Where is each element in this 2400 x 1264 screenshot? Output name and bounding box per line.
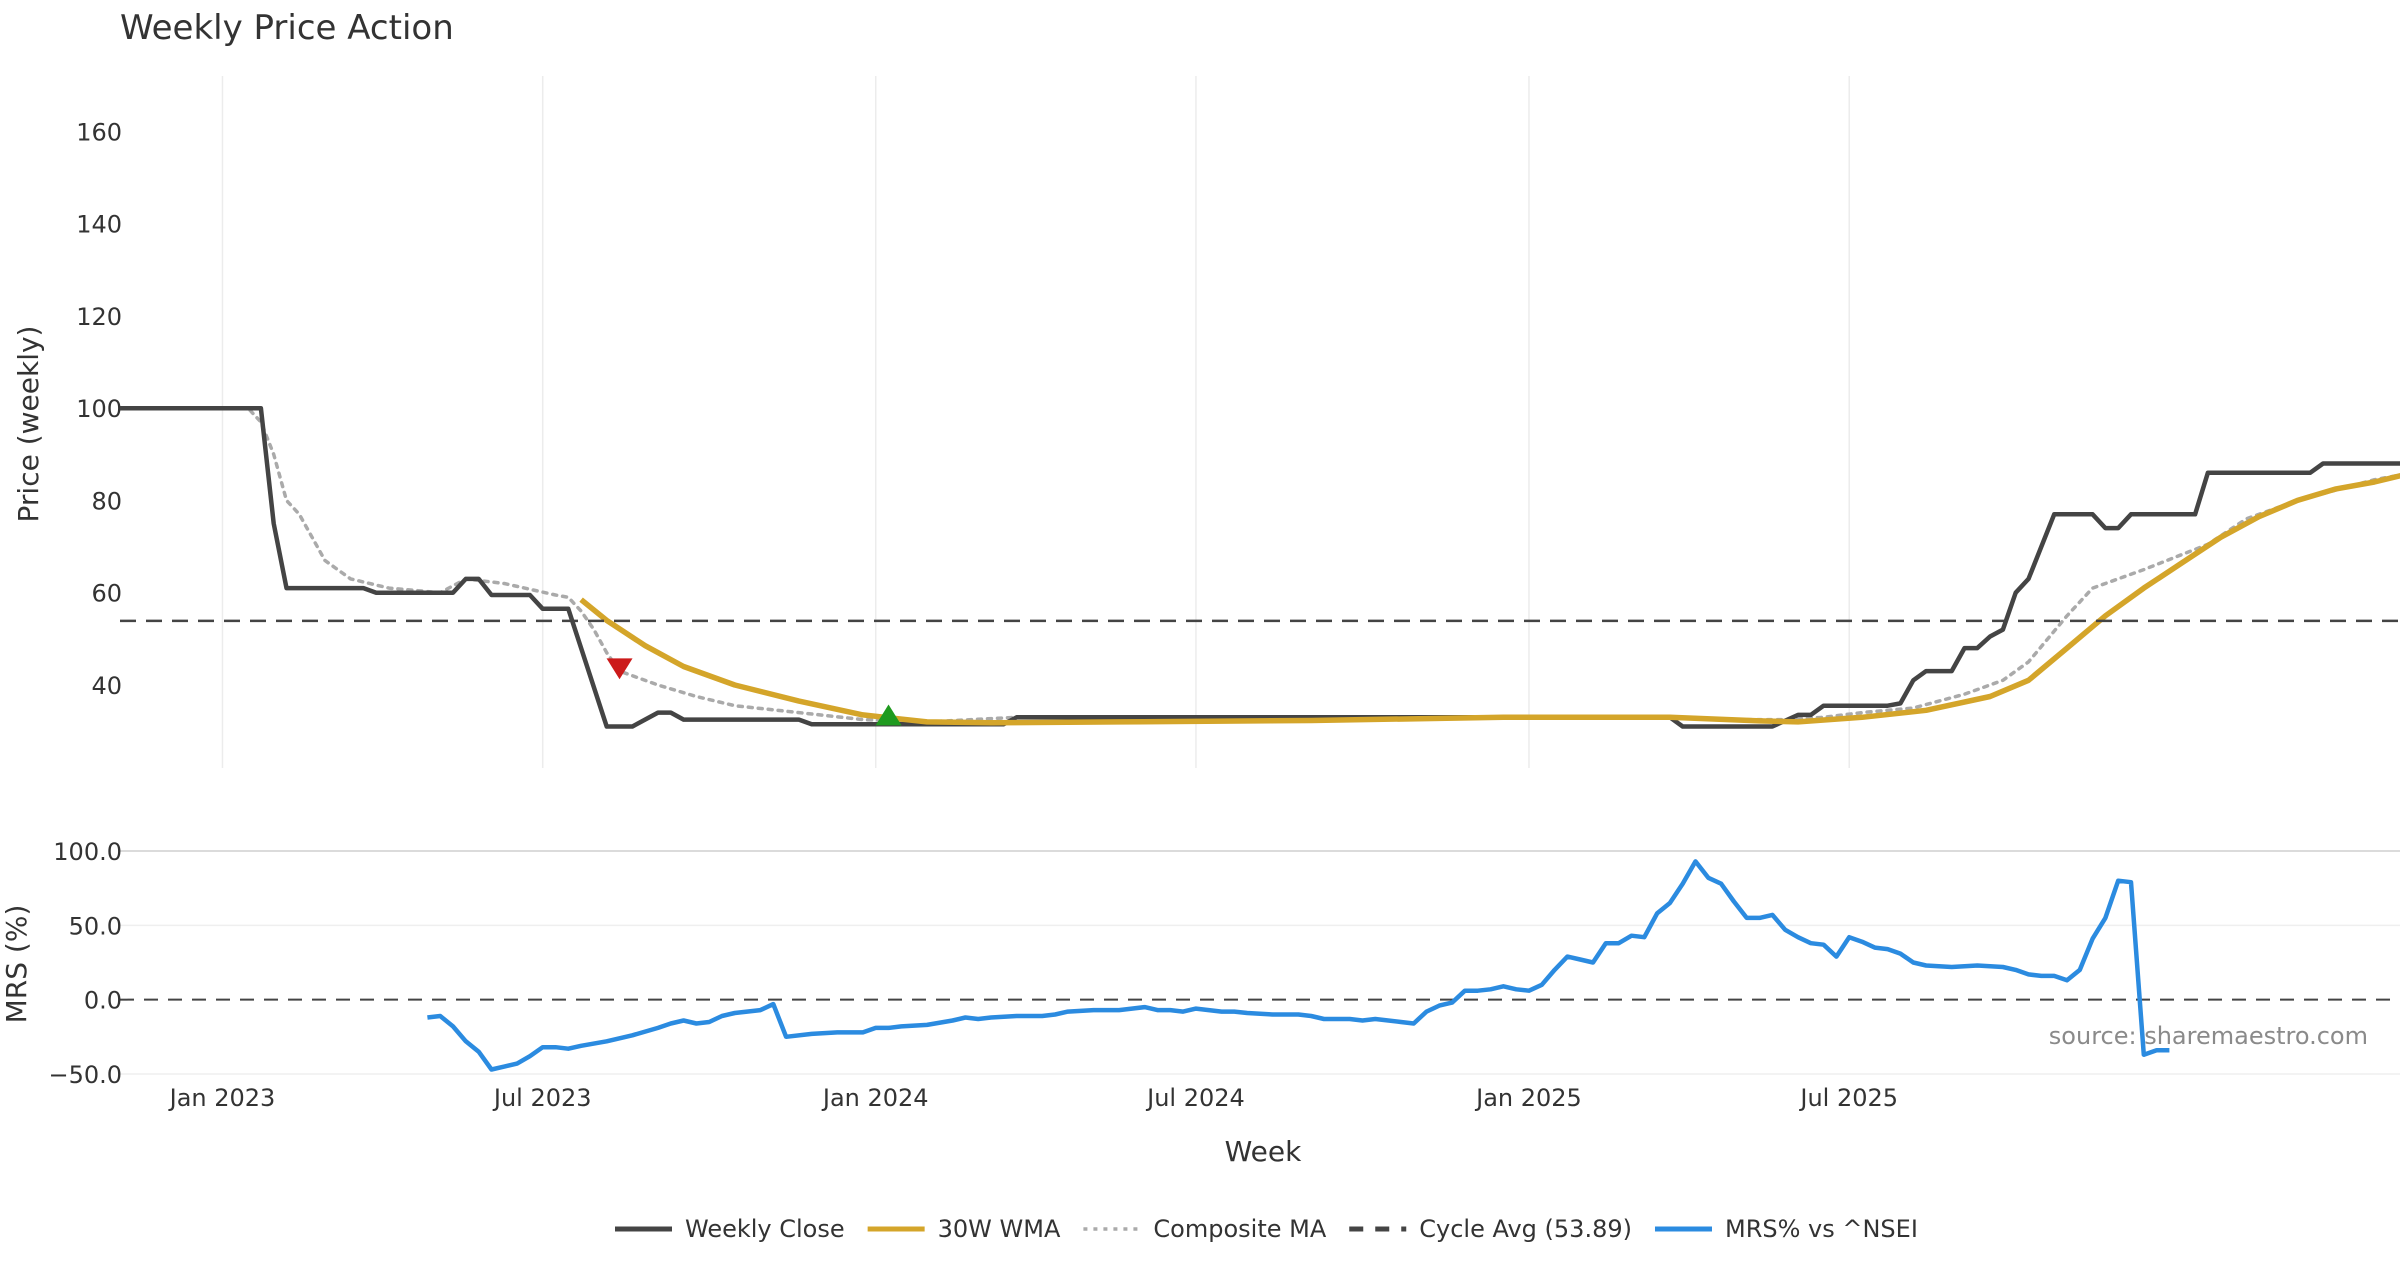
- x-tick-jul-2025: Jul 2025: [1798, 1084, 1898, 1112]
- legend: Weekly Close 30W WMA Composite MA Cycle Avg…: [615, 1215, 1918, 1243]
- price-y-tick-140: 140: [76, 211, 122, 239]
- source-label: source: sharemaestro.com: [2049, 1022, 2368, 1050]
- x-tick-jan-2023: Jan 2023: [168, 1084, 276, 1112]
- price-y-tick-160: 160: [76, 118, 122, 146]
- price-y-ticks: 40 60 80 100 120 140 160: [76, 118, 122, 700]
- legend-label: Weekly Close: [685, 1215, 845, 1243]
- mrs-y-tick-3: 100.0: [53, 838, 122, 866]
- price-y-tick-40: 40: [91, 672, 122, 700]
- chart-title: Weekly Price Action: [120, 8, 454, 48]
- price-y-tick-100: 100: [76, 395, 122, 423]
- legend-item-composite-ma: Composite MA: [1083, 1215, 1327, 1243]
- series-line-weekly-close: [120, 405, 2400, 729]
- x-tick-jan-2024: Jan 2024: [821, 1084, 929, 1112]
- legend-item-weekly-close: Weekly Close: [615, 1215, 845, 1243]
- price-series-lines: [120, 405, 2400, 729]
- price-panel: 40 60 80 100 120 140 160 Weekly Price Action P…: [12, 8, 2400, 768]
- x-tick-jul-2024: Jul 2024: [1145, 1084, 1245, 1112]
- mrs-y-tick-2: 50.0: [69, 912, 122, 940]
- buy-signal-marker: [875, 704, 902, 726]
- mrs-y-axis-label: MRS (%): [0, 905, 33, 1024]
- price-y-tick-120: 120: [76, 303, 122, 331]
- price-y-axis-label: Price (weekly): [12, 326, 45, 523]
- price-vertical-grid: [221, 76, 1850, 768]
- series-line-mrs-vs-nsei: [427, 859, 2170, 1072]
- legend-label: Composite MA: [1153, 1215, 1326, 1243]
- legend-item-cycle-avg-53-89: Cycle Avg (53.89): [1349, 1215, 1632, 1243]
- mrs-y-ticks: −50.0 0.0 50.0 100.0: [48, 838, 122, 1089]
- x-axis-label: Week: [1225, 1135, 1302, 1168]
- mrs-horizontal-grid: [120, 850, 2400, 1075]
- price-signal-markers: [606, 658, 902, 726]
- price-y-tick-80: 80: [91, 487, 122, 515]
- legend-label: 30W WMA: [938, 1215, 1061, 1243]
- x-tick-jan-2025: Jan 2025: [1474, 1084, 1582, 1112]
- legend-label: MRS% vs ^NSEI: [1725, 1215, 1918, 1243]
- series-line-30w-wma: [579, 472, 2400, 726]
- price-y-tick-60: 60: [91, 580, 122, 608]
- legend-label: Cycle Avg (53.89): [1419, 1215, 1632, 1243]
- sell-signal-marker: [606, 658, 633, 680]
- x-tick-jul-2023: Jul 2023: [492, 1084, 592, 1112]
- x-axis-ticks: Jan 2023 Jul 2023 Jan 2024 Jul 2024 Jan 2025…: [168, 1084, 1898, 1112]
- legend-item-mrs-vs-nsei: MRS% vs ^NSEI: [1654, 1215, 1918, 1243]
- mrs-series-line: [427, 859, 2170, 1072]
- mrs-y-tick-1: 0.0: [84, 987, 122, 1015]
- mrs-y-tick-0: −50.0: [48, 1061, 122, 1089]
- legend-item-30w-wma: 30W WMA: [867, 1215, 1061, 1243]
